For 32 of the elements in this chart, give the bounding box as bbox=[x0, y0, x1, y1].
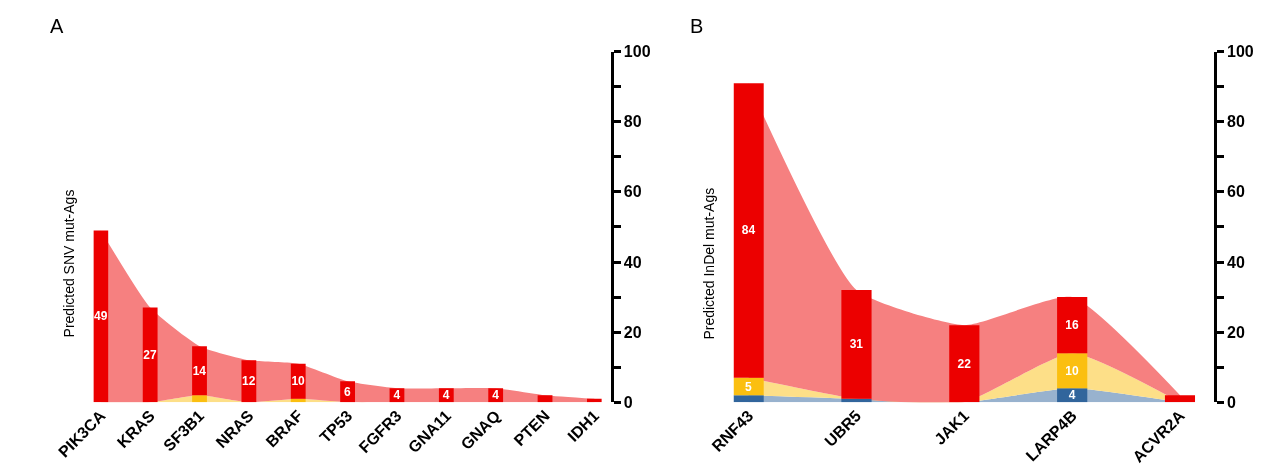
data-label: 14 bbox=[192, 363, 207, 378]
y-tick-label: 40 bbox=[1227, 253, 1245, 271]
data-label: 49 bbox=[93, 309, 108, 324]
data-label: 6 bbox=[344, 384, 352, 399]
data-label: 4 bbox=[1068, 388, 1076, 403]
data-label: 4 bbox=[393, 388, 401, 403]
chart-title: B bbox=[690, 15, 704, 37]
data-label: 5 bbox=[745, 379, 753, 394]
data-label: 22 bbox=[957, 356, 972, 371]
y-tick-label: 60 bbox=[623, 183, 642, 201]
data-label: 84 bbox=[741, 223, 756, 238]
data-label: 4 bbox=[442, 388, 450, 403]
y-tick-label: 20 bbox=[1227, 323, 1245, 341]
data-label: 10 bbox=[1065, 363, 1080, 378]
data-label: 12 bbox=[242, 374, 256, 389]
y-tick-label: 0 bbox=[1227, 393, 1237, 411]
chart-title: A bbox=[50, 15, 64, 37]
data-label: 10 bbox=[291, 374, 306, 389]
y-tick-label: 100 bbox=[623, 43, 651, 61]
data-label: 31 bbox=[849, 337, 864, 352]
y-tick-label: 80 bbox=[1227, 113, 1245, 131]
y-tick-label: 100 bbox=[1227, 43, 1254, 61]
y-tick-label: 40 bbox=[623, 253, 642, 271]
data-label: 4 bbox=[492, 388, 500, 403]
y-axis-title: Predicted InDel mut-Ags bbox=[701, 187, 718, 340]
y-tick-label: 20 bbox=[623, 323, 642, 341]
y-tick-label: 60 bbox=[1227, 183, 1245, 201]
y-axis-title: Predicted SNV mut-Ags bbox=[61, 189, 78, 338]
data-label: 27 bbox=[143, 347, 157, 362]
data-label: 16 bbox=[1065, 318, 1080, 333]
y-tick-label: 80 bbox=[623, 113, 642, 131]
y-tick-label: 0 bbox=[623, 393, 633, 411]
